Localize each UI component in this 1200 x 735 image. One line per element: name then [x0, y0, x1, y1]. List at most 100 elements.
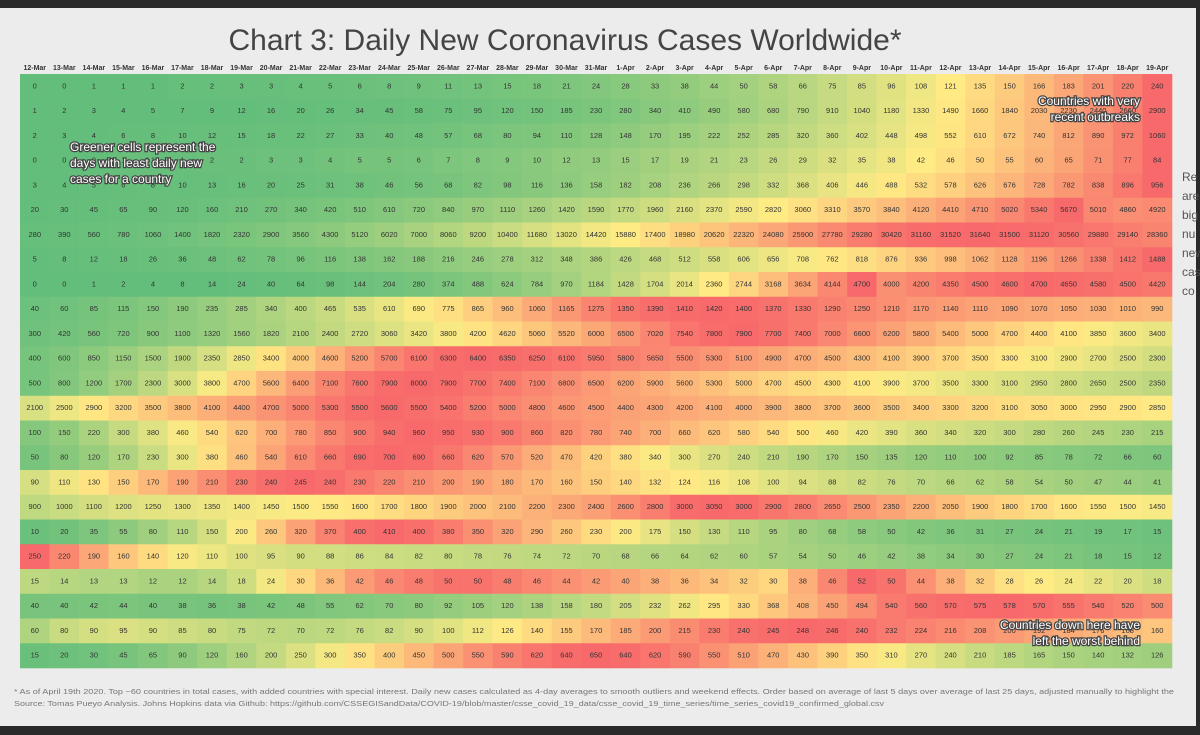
cell-value: 386 [590, 255, 603, 264]
heatmap-cell [20, 470, 50, 496]
heatmap-cell [610, 197, 641, 223]
heatmap-cell [669, 222, 700, 248]
cell-value: 64 [680, 552, 688, 561]
heatmap-cell [20, 321, 50, 347]
heatmap-cell [788, 470, 818, 496]
cell-value: 28 [621, 81, 629, 90]
heatmap-cell [79, 123, 109, 149]
cell-value: 24080 [763, 230, 784, 239]
heatmap-cell [935, 222, 966, 248]
cell-value: 1840 [1001, 106, 1018, 115]
heatmap-cell [256, 470, 287, 496]
heatmap-cell [610, 148, 641, 174]
cell-value: 76 [356, 626, 364, 635]
cell-value: 210 [206, 477, 219, 486]
cell-value: 44 [710, 81, 718, 90]
heatmap-cell [1053, 519, 1084, 545]
heatmap-cell [906, 544, 936, 570]
cell-value: 930 [472, 428, 485, 437]
cell-value: 30 [976, 552, 984, 561]
heatmap-cell [1083, 346, 1114, 372]
heatmap-cell [1112, 445, 1143, 471]
cell-value: 57 [769, 552, 777, 561]
cell-value: 44 [119, 601, 127, 610]
cell-value: 32 [740, 576, 748, 585]
cell-value: 1184 [588, 279, 604, 288]
cell-value: 44 [1124, 477, 1132, 486]
cell-value: 7400 [794, 329, 811, 338]
cell-value: 720 [117, 329, 130, 338]
cell-value: 130 [88, 477, 101, 486]
heatmap-cell [906, 569, 936, 595]
cell-value: 71 [1094, 156, 1102, 165]
cell-value: 380 [442, 527, 455, 536]
heatmap-cell [817, 395, 848, 421]
heatmap-cell [965, 247, 996, 273]
heatmap-cell [1024, 346, 1055, 372]
cell-value: 1600 [351, 502, 368, 511]
heatmap-cell [492, 544, 523, 570]
heatmap-cell [758, 445, 789, 471]
heatmap-cell [699, 296, 730, 322]
heatmap-cell [876, 544, 907, 570]
heatmap-cell [463, 247, 493, 273]
cell-value: 3300 [942, 403, 959, 412]
heatmap-cell [1083, 123, 1114, 149]
cell-value: 190 [797, 453, 810, 462]
cell-value: 21 [562, 81, 570, 90]
cell-value: 38 [799, 576, 807, 585]
cell-value: 555 [1062, 601, 1075, 610]
cell-value: 3168 [765, 279, 782, 288]
heatmap-cell [226, 321, 257, 347]
heatmap-cell [847, 346, 877, 372]
cell-value: 540 [885, 601, 898, 610]
cell-value: 420 [324, 205, 337, 214]
heatmap-cell [876, 519, 907, 545]
cell-value: 410 [678, 106, 691, 115]
cell-value: 26 [326, 106, 334, 115]
heatmap-cell [1053, 197, 1084, 223]
heatmap-cell [610, 247, 641, 273]
heatmap-cell [108, 470, 139, 496]
heatmap-cell [728, 321, 759, 347]
heatmap-cell [1024, 197, 1055, 223]
heatmap-cell [138, 346, 168, 372]
cell-value: 14 [208, 279, 216, 288]
cell-value: 92 [1005, 453, 1013, 462]
cell-value: 260 [265, 527, 278, 536]
heatmap-cell [610, 123, 641, 149]
cell-value: 620 [649, 651, 662, 660]
cell-value: 540 [1092, 601, 1105, 610]
cell-value: 4800 [529, 403, 546, 412]
cell-value: 3600 [1119, 329, 1136, 338]
heatmap-cell [699, 346, 730, 372]
cell-value: 850 [88, 354, 101, 363]
cell-value: 5060 [529, 329, 546, 338]
cell-value: 80 [208, 626, 216, 635]
heatmap-cell [49, 544, 80, 570]
cell-value: 55 [326, 601, 334, 610]
cell-value: 7400 [499, 378, 516, 387]
cell-value: 270 [708, 453, 721, 462]
cell-value: 31160 [911, 230, 931, 239]
heatmap-cell [20, 74, 50, 100]
heatmap-cell [492, 272, 523, 298]
cell-value: 300 [1003, 428, 1016, 437]
cell-value: 230 [590, 527, 603, 536]
cell-value: 5010 [1090, 205, 1107, 214]
heatmap-cell [669, 470, 700, 496]
heatmap-cell [197, 544, 228, 570]
cell-value: 31500 [999, 230, 1020, 239]
annotation: Countries with very [1038, 94, 1140, 108]
heatmap-cell [699, 371, 730, 397]
cell-value: 266 [708, 180, 721, 189]
heatmap-cell [285, 593, 316, 619]
cell-value: 8 [151, 180, 155, 189]
cell-value: 1050 [1060, 304, 1077, 313]
cell-value: 22320 [733, 230, 754, 239]
cell-value: 18 [267, 131, 275, 140]
cell-value: 38 [651, 576, 659, 585]
cell-value: 3570 [854, 205, 871, 214]
heatmap-cell [758, 321, 789, 347]
cell-value: 55 [1005, 156, 1013, 165]
